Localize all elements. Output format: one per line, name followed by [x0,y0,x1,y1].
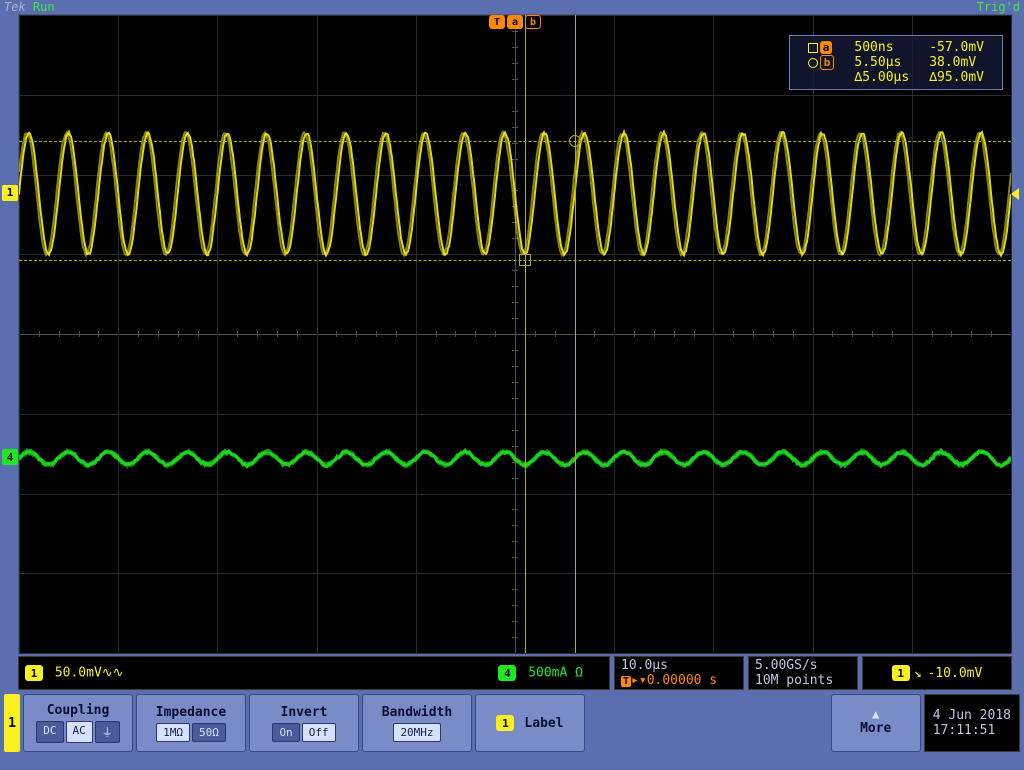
ch1-scale: 50.0mV∿∿ [55,666,124,681]
impedance-opts-opt-0[interactable]: 1MΩ [156,723,190,742]
bandwidth-button[interactable]: Bandwidth 20MHz [362,694,472,752]
brand-label: Tek [4,0,26,14]
ch4-ground-marker[interactable]: 4 [2,449,18,465]
cursor-a-badge: a [507,15,523,29]
ch4-badge: 4 [498,665,516,681]
cursor-delta-volt: ∆95.0mV [919,70,994,85]
invert-opts-opt-1[interactable]: Off [302,723,336,742]
invert-opts-opt-0[interactable]: On [272,723,299,742]
timebase-readout: 10.0µs T▸▾0.00000 s [614,656,744,690]
top-status-bar: Tek Run Trig'd [0,0,1024,14]
waveform-display[interactable]: T a b a 500ns -57.0mV b 5.50µs 38.0mV ∆5… [18,14,1012,654]
cursor-readout-panel: a 500ns -57.0mV b 5.50µs 38.0mV ∆5.00µs … [789,35,1003,90]
more-text: More [860,721,891,736]
invert-button[interactable]: Invert OnOff [249,694,359,752]
cursor-b-time: 5.50µs [844,55,919,70]
coupling-title: Coupling [47,703,110,718]
coupling-opts-opt-1[interactable]: AC [66,721,93,743]
cursor-delta-time: ∆5.00µs [844,70,919,85]
t-offset-value: 0.00000 s [647,673,717,688]
label-button[interactable]: 1 Label [475,694,585,752]
cursor-b-badge: b [525,15,541,29]
more-up-icon: ▲ [872,707,879,721]
timebase-value: 10.0µs [621,658,737,673]
channel-scale-readout: 1 50.0mV∿∿ 4 500mA Ω [18,656,610,690]
coupling-button[interactable]: Coupling DCAC⏚ [23,694,133,752]
cursor-a-volt: -57.0mV [919,40,994,55]
cursor-a-time: 500ns [844,40,919,55]
trigger-readout: 1 ↘ -10.0mV [862,656,1012,690]
date-value: 4 Jun 2018 [933,708,1011,723]
label-ch-badge: 1 [496,715,514,731]
trigger-t-badge: T [489,15,505,29]
bandwidth-value: 20MHz [393,723,440,742]
readout-strip: 1 50.0mV∿∿ 4 500mA Ω 10.0µs T▸▾0.00000 s… [18,656,1012,690]
run-status: Run [33,0,55,14]
ch4-scale: 500mA Ω [528,666,583,681]
ch1-ground-marker[interactable]: 1 [2,185,18,201]
sample-rate: 5.00GS/s [755,658,851,673]
impedance-opts-opt-1[interactable]: 50Ω [192,723,226,742]
record-length: 10M points [755,673,851,688]
invert-title: Invert [281,705,328,720]
t-position-badge: T [621,676,631,687]
t-arrows-icon: ▸▾ [631,673,647,688]
trigger-top-markers: T a b [489,15,541,29]
impedance-button[interactable]: Impedance 1MΩ50Ω [136,694,246,752]
coupling-opts-opt-0[interactable]: DC [36,721,63,743]
trigger-level: -10.0mV [928,666,983,681]
impedance-title: Impedance [156,705,226,720]
cursor-a-label: a [820,41,833,54]
time-value: 17:11:51 [933,723,1011,738]
more-button[interactable]: ▲ More [831,694,921,752]
ch1-badge: 1 [25,665,43,681]
bandwidth-title: Bandwidth [382,705,452,720]
cursor-b-label: b [820,55,835,70]
trigger-edge-icon: ↘ [914,666,922,681]
trigger-status: Trig'd [977,0,1020,14]
coupling-opts-opt-2[interactable]: ⏚ [95,721,120,743]
acquisition-readout: 5.00GS/s 10M points [748,656,858,690]
menu-channel-indicator: 1 [4,694,20,752]
trigger-source-badge: 1 [892,665,910,681]
cursor-b-volt: 38.0mV [919,55,994,70]
softkey-menu: 1 Coupling DCAC⏚ Impedance 1MΩ50Ω Invert… [4,694,1020,752]
datetime-readout: 4 Jun 2018 17:11:51 [924,694,1020,752]
label-text: Label [524,716,563,731]
